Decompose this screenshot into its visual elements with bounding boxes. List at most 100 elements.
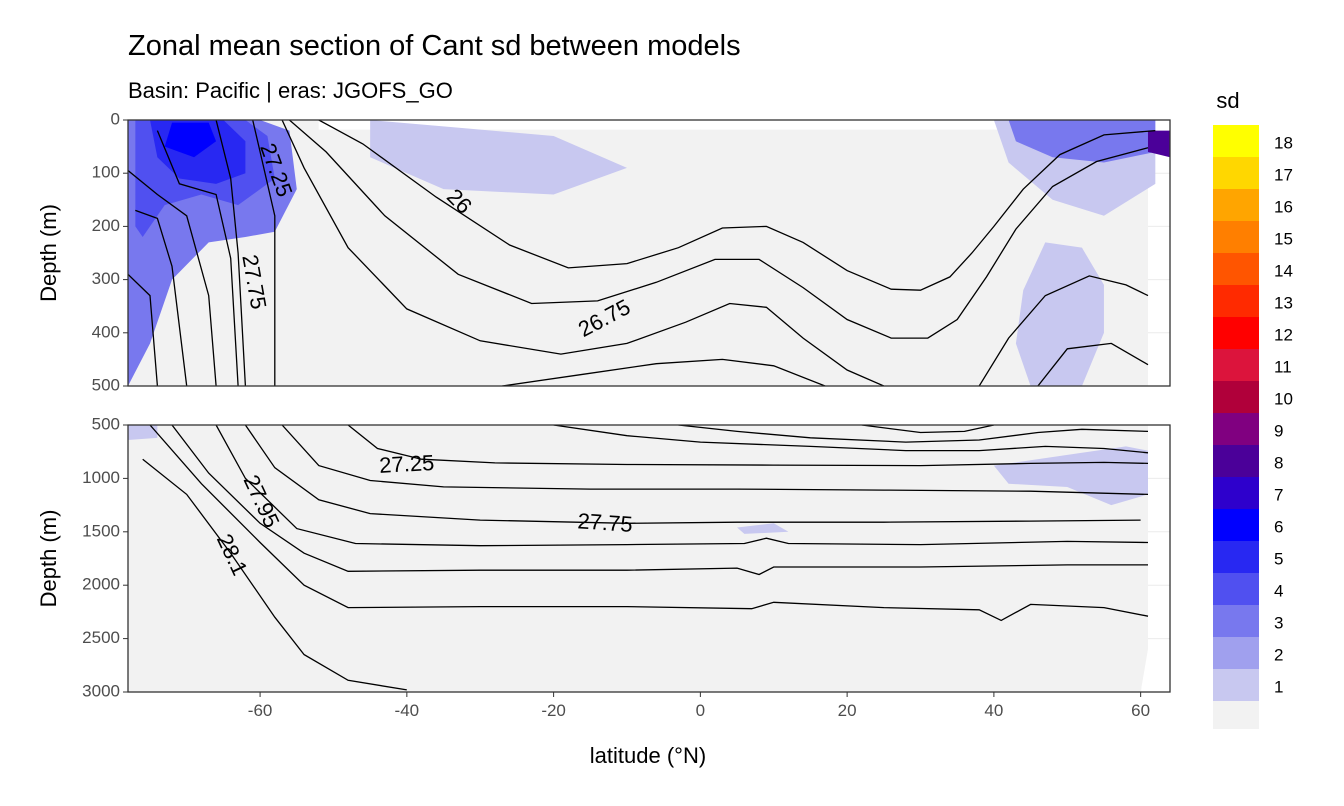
density-contour	[678, 425, 1149, 443]
legend-swatch	[1213, 189, 1259, 221]
contour-label: 27.75	[577, 508, 634, 537]
legend-swatch	[1213, 669, 1259, 701]
legend-label: 18	[1274, 133, 1293, 152]
legend-label: 10	[1274, 389, 1293, 408]
legend-swatch	[1213, 381, 1259, 413]
legend-label: 17	[1274, 165, 1293, 184]
x-tick-label: 0	[696, 701, 705, 720]
legend-label: 4	[1274, 581, 1283, 600]
y-tick-label: 500	[92, 414, 120, 433]
y-tick-label: 1500	[82, 521, 120, 540]
x-tick-label: 60	[1131, 701, 1150, 720]
x-tick-label: -40	[395, 701, 420, 720]
legend-swatch	[1213, 317, 1259, 349]
legend-label: 6	[1274, 517, 1283, 536]
legend-label: 14	[1274, 261, 1293, 280]
sd-fill-region	[993, 446, 1148, 506]
panel-lower: 27.2527.7527.9528.1500100015002000250030…	[36, 414, 1171, 700]
legend-swatch	[1213, 157, 1259, 189]
legend-swatch	[1213, 477, 1259, 509]
legend-label: 1	[1274, 677, 1283, 696]
legend-label: 16	[1274, 197, 1293, 216]
contour-label: 27.25	[379, 450, 435, 478]
legend-swatch-baseline	[1213, 701, 1259, 729]
y-axis-title: Depth (m)	[36, 510, 61, 608]
density-contour	[252, 120, 276, 386]
legend-label: 12	[1274, 325, 1293, 344]
density-contour	[215, 425, 1149, 547]
density-contour	[244, 425, 1141, 524]
density-contour	[318, 120, 1156, 291]
legend-swatch	[1213, 349, 1259, 381]
density-contour	[502, 358, 826, 386]
legend-label: 7	[1274, 485, 1283, 504]
x-axis-title: latitude (°N)	[590, 743, 706, 768]
sd-field-baseline	[128, 120, 1148, 386]
x-tick-label: 20	[838, 701, 857, 720]
legend-swatch	[1213, 637, 1259, 669]
legend-swatch	[1213, 413, 1259, 445]
legend-label: 15	[1274, 229, 1293, 248]
density-contour	[142, 458, 407, 691]
density-contour	[128, 273, 159, 386]
legend-swatch	[1213, 605, 1259, 637]
legend-swatch	[1213, 541, 1259, 573]
density-contour	[128, 169, 217, 386]
legend-swatch	[1213, 573, 1259, 605]
density-contour	[149, 425, 1149, 622]
density-contour	[156, 130, 239, 386]
density-contour	[347, 425, 1149, 467]
y-tick-label: 1000	[82, 468, 120, 487]
panel-border	[127, 119, 1171, 387]
sd-fill-region	[1147, 130, 1170, 158]
y-tick-label: 2500	[82, 628, 120, 647]
y-tick-label: 500	[92, 375, 120, 394]
x-tick-label: -60	[248, 701, 273, 720]
density-contour	[553, 425, 1149, 454]
legend-swatch	[1213, 253, 1259, 285]
density-contour	[135, 209, 188, 386]
sd-fill-region	[128, 425, 158, 440]
y-tick-label: 200	[92, 216, 120, 235]
legend: 18 17 16 15 14 13 12 11 10 9 8 7 6 5 4 3 2 1	[1213, 125, 1293, 729]
legend-label: 13	[1274, 293, 1293, 312]
density-contour	[1037, 342, 1149, 386]
density-contour	[288, 120, 1149, 339]
y-tick-label: 0	[111, 109, 120, 128]
legend-label: 5	[1274, 549, 1283, 568]
legend-swatch	[1213, 125, 1259, 157]
legend-label: 3	[1274, 613, 1283, 632]
legend-label: 9	[1274, 421, 1283, 440]
density-contour	[215, 120, 247, 386]
sd-fill-region	[737, 523, 789, 534]
y-tick-label: 100	[92, 163, 120, 182]
x-tick-label: -20	[541, 701, 566, 720]
y-tick-label: 400	[92, 322, 120, 341]
legend-swatch	[1213, 509, 1259, 541]
y-tick-label: 3000	[82, 681, 120, 700]
missing-data-gap	[318, 120, 1009, 130]
chart-subtitle: Basin: Pacific | eras: JGOFS_GO	[128, 78, 453, 103]
legend-swatch	[1213, 285, 1259, 317]
y-tick-label: 300	[92, 269, 120, 288]
density-contour	[861, 425, 995, 434]
panel-border	[127, 424, 1171, 693]
legend-label: 11	[1274, 357, 1292, 376]
y-axis-title: Depth (m)	[36, 204, 61, 302]
legend-swatch	[1213, 221, 1259, 253]
sd-field-baseline	[128, 425, 1148, 692]
legend-label: 2	[1274, 645, 1283, 664]
sd-fill-region	[370, 120, 627, 195]
x-tick-label: 40	[984, 701, 1003, 720]
density-contour	[281, 120, 885, 386]
density-contour	[978, 275, 1149, 386]
chart-title: Zonal mean section of Cant sd between mo…	[128, 30, 741, 62]
sd-fill-region	[1015, 242, 1104, 386]
sd-fill-region	[1008, 120, 1156, 163]
legend-label: 8	[1274, 453, 1283, 472]
